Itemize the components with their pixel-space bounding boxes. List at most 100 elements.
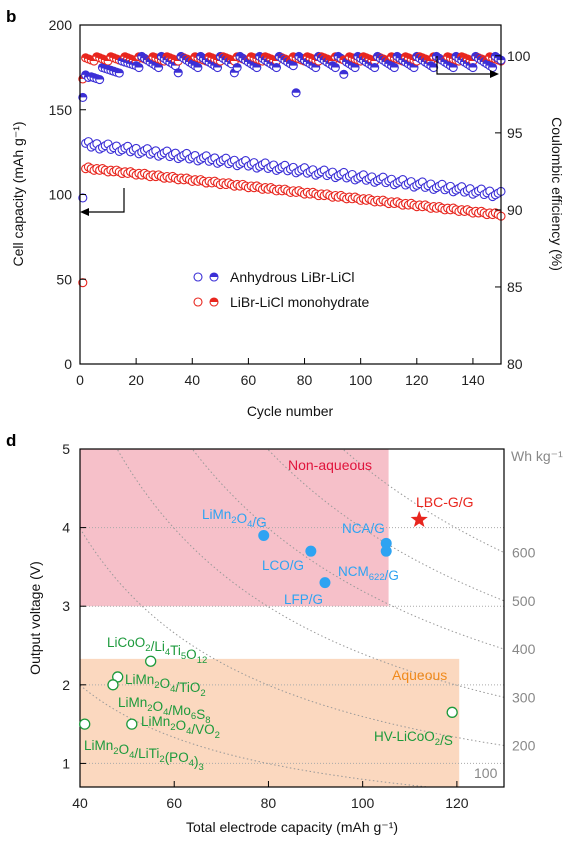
point-lco-g: [305, 545, 317, 557]
x-tick-label: 20: [128, 372, 144, 388]
label-limn2o4-mo6s8-part: /Mo: [168, 703, 191, 718]
legend-anhydrous-markers: [193, 272, 219, 282]
anhydrous-ce-point-fill: [429, 63, 438, 68]
anhydrous-ce-point: [114, 68, 124, 78]
anhydrous-ce-point-fill: [449, 63, 458, 68]
label-hv-licoo2-s-part: 2: [435, 737, 440, 748]
right-y-tick-label: 95: [507, 125, 523, 141]
label-limn2o4-liti2-po4-3-part: 4: [129, 750, 134, 761]
anhydrous-ce-point: [448, 62, 458, 73]
anhydrous-ce-point: [78, 92, 88, 102]
panel-b-label: b: [6, 7, 16, 26]
y-tick-label: 2: [62, 677, 70, 693]
anhydrous-ce-point: [468, 62, 478, 73]
anhydrous-ce-point: [193, 62, 203, 73]
x-tick-label: 60: [241, 372, 257, 388]
left-y-tick-label: 0: [64, 356, 72, 372]
contour-300: [117, 449, 505, 698]
label-limn2o4-vo2-part: LiMn: [141, 714, 170, 729]
label-limn2o4-g-part: LiMn: [202, 507, 231, 522]
y-tick-label: 1: [62, 755, 70, 771]
anhydrous-ce-point-fill: [488, 63, 497, 68]
anhydrous-ce-point: [330, 62, 340, 73]
left-y-tick-label: 100: [49, 187, 73, 203]
point-licoo2-li4ti5o12: [145, 655, 157, 667]
label-hv-licoo2-s: HV-LiCoO2/S: [374, 729, 453, 748]
y-tick-label: 4: [62, 520, 70, 536]
energy-label-500: 500: [512, 593, 536, 609]
legend-anhydrous-half-marker-fill: [210, 273, 218, 277]
label-limn2o4-liti2-po4-3-part: 4: [189, 758, 194, 769]
panel-d-y-ticks: 1 2 3 4 5: [62, 441, 86, 771]
panel-b-plot: [78, 51, 506, 288]
label-limn2o4-mo6s8-part: LiMn: [118, 695, 147, 710]
x-tick-label: 140: [461, 372, 485, 388]
anhydrous-ce-point: [389, 62, 399, 73]
left-y-tick-label: 50: [56, 271, 72, 287]
anhydrous-ce-point-fill: [370, 63, 379, 68]
right-y-tick-label: 80: [507, 356, 523, 372]
label-limn2o4-tio2-part: 4: [170, 684, 175, 695]
label-licoo2-li4ti5o12: LiCoO2/Li4Ti5O12: [107, 635, 207, 666]
x-tick-label: 40: [184, 372, 200, 388]
label-limn2o4-g-part: /G: [252, 515, 266, 530]
label-limn2o4-vo2: LiMn2O4/VO2: [141, 714, 220, 741]
legend-monohydrate-label: LiBr-LiCl monohydrate: [230, 294, 369, 310]
panel-b-left-ticks: 0 50 100 150 200: [49, 17, 86, 372]
label-limn2o4-vo2-part: 2: [215, 730, 220, 741]
anhydrous-ce-point: [154, 62, 164, 73]
energy-label-400: 400: [512, 641, 536, 657]
anhydrous-ce-point-fill: [95, 75, 104, 80]
label-limn2o4-vo2-part: 4: [186, 726, 191, 737]
anhydrous-ce-point-fill: [174, 68, 183, 73]
x-tick-label: 80: [261, 795, 277, 811]
label-nca-g-part: NCA/G: [342, 521, 385, 536]
point-nca-g: [380, 537, 392, 549]
label-limn2o4-mo6s8-part: 8: [205, 715, 210, 726]
label-limn2o4-mo6s8-part: S: [196, 707, 205, 722]
contour-600: [343, 449, 505, 553]
region-label-non-aqueous: Non-aqueous: [288, 457, 372, 473]
right-y-tick-label: 90: [507, 202, 523, 218]
panel-d-x-ticks: 40 60 80 100 120: [72, 781, 469, 811]
anhydrous-ce-point: [429, 62, 439, 73]
anhydrous-ce-point: [271, 62, 282, 73]
anhydrous-ce-point: [291, 88, 301, 98]
legend-anhydrous-half-marker: [209, 272, 219, 282]
energy-label-100: 100: [474, 765, 498, 781]
label-limn2o4-mo6s8-part: 4: [163, 707, 168, 718]
anhydrous-ce-point: [350, 62, 360, 73]
label-limn2o4-tio2-part: /TiO: [175, 680, 200, 695]
contour-100: [79, 684, 429, 788]
label-lco-g: LCO/G: [262, 558, 304, 573]
label-ncm622-g-part: NCM: [338, 564, 369, 579]
label-limn2o4-liti2-po4-3-part: 2: [159, 754, 164, 765]
label-limn2o4-tio2: LiMn2O4/TiO2: [125, 672, 206, 699]
point-limn2o4-liti2-po4-3: [79, 718, 91, 730]
panel-d-point-labels: LiMn2O4/GLCO/GLFP/GNCA/GNCM622/GLBC-G/GL…: [84, 494, 474, 773]
anhydrous-ce-point: [339, 69, 349, 79]
label-limn2o4-mo6s8: LiMn2O4/Mo6S8: [118, 695, 211, 726]
x-tick-label: 80: [297, 372, 313, 388]
left-y-tick-label: 200: [49, 17, 73, 33]
legend-anhydrous-open-marker: [193, 272, 203, 282]
panel-b-legend: Anhydrous LiBr-LiCl LiBr-LiCl monohydrat…: [193, 269, 369, 310]
label-licoo2-li4ti5o12-part: /Li: [151, 639, 165, 654]
energy-label-200: 200: [512, 738, 536, 754]
anhydrous-ce-point: [370, 62, 380, 73]
label-limn2o4-liti2-po4-3-part: O: [119, 742, 130, 757]
point-limn2o4-vo2: [126, 718, 138, 730]
anhydrous-ce-point-fill: [115, 69, 124, 74]
label-lco-g-part: LCO/G: [262, 558, 304, 573]
panel-b-right-axis-arrow: [436, 56, 499, 78]
label-limn2o4-mo6s8-part: 6: [191, 711, 196, 722]
label-limn2o4-g-part: 2: [231, 515, 236, 526]
anhydrous-ce-point-fill: [468, 63, 477, 68]
panel-b-xlabel: Cycle number: [247, 403, 334, 419]
panel-d-xlabel: Total electrode capacity (mAh g⁻¹): [186, 819, 398, 835]
anhydrous-ce-point-fill: [78, 93, 87, 98]
label-licoo2-li4ti5o12-part: 4: [165, 647, 170, 658]
label-nca-g: NCA/G: [342, 521, 385, 536]
energy-unit-label: Wh kg⁻¹: [511, 448, 563, 464]
